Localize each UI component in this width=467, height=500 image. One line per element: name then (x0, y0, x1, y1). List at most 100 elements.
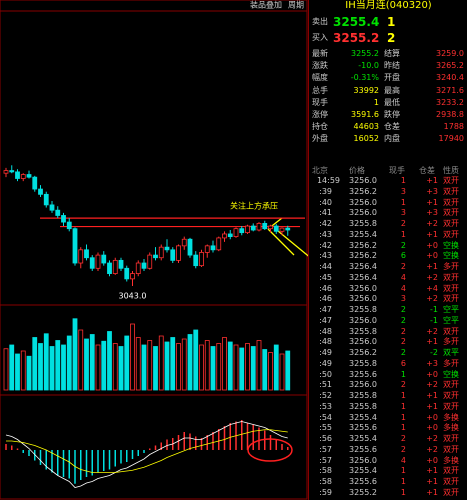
tick-time: :57 (319, 444, 332, 454)
tab[interactable]: 装品叠加 (250, 0, 282, 10)
tick-price: 3256.4 (349, 272, 377, 282)
volume-bar (181, 338, 187, 391)
candle-body (3, 170, 9, 174)
tick-diff: +2 (426, 434, 438, 443)
tick-qty: 1 (400, 197, 406, 207)
volume-bar (233, 344, 239, 391)
volume-bar (32, 337, 38, 391)
tick-diff: +0 (426, 240, 438, 250)
tick-diff: +1 (426, 197, 438, 207)
tick-price: 3256.0 (349, 197, 377, 207)
candle-body (273, 225, 279, 232)
tick-nature: 双开 (443, 466, 459, 476)
tick-header: 现手 (389, 166, 405, 175)
tick-time: :46 (319, 294, 332, 304)
candle-body (210, 245, 216, 251)
tick-price: 3256.2 (349, 240, 377, 250)
tick-price: 3256.0 (349, 294, 377, 304)
tick-qty: 2 (400, 305, 406, 314)
tick-price: 3255.2 (349, 487, 377, 497)
volume-bar (3, 348, 9, 391)
tick-diff: -1 (430, 315, 438, 325)
qty: 1 (387, 15, 396, 29)
tick-time: :58 (319, 466, 332, 476)
stat-value: 3271.6 (436, 85, 464, 95)
tick-price: 3256.2 (349, 186, 377, 196)
tick-time: :44 (319, 262, 332, 271)
volume-bar (107, 331, 112, 391)
volume-bar (101, 340, 107, 391)
stat-value: 17940 (438, 134, 464, 144)
tick-time: :42 (319, 219, 332, 228)
tick-time: :50 (319, 369, 332, 379)
tick-nature: 双开 (443, 294, 459, 304)
candle-body (66, 221, 72, 230)
tick-nature: 双开 (443, 401, 459, 411)
tick-qty: 2 (400, 348, 406, 357)
candle-body (153, 254, 158, 259)
tab[interactable]: 周期 (288, 1, 304, 10)
tick-diff: -2 (430, 348, 438, 357)
tick-qty: 2 (400, 262, 406, 271)
tick-qty: 1 (400, 477, 406, 486)
tick-diff: +2 (426, 326, 438, 336)
tick-nature: 多开 (443, 337, 459, 347)
tick-price: 3256.0 (349, 380, 377, 390)
stat-label: 内盘 (384, 134, 400, 144)
tick-diff: +1 (426, 262, 438, 271)
candle-body (279, 227, 285, 232)
tick-price: 3255.6 (349, 477, 377, 486)
stat-label: 昨结 (384, 61, 400, 71)
label: 买入 (312, 33, 328, 42)
tick-nature: 空平 (443, 305, 459, 314)
tick-qty: 4 (400, 283, 406, 293)
stat-value: 3265.2 (436, 61, 464, 71)
arrows (267, 217, 308, 257)
candle-body (170, 249, 176, 261)
tick-diff: +1 (426, 466, 438, 476)
volume-bar (193, 329, 199, 391)
candle-body (49, 204, 55, 211)
tick-nature: 多开 (443, 262, 459, 271)
tick-diff: +3 (426, 358, 438, 368)
tick-nature: 双开 (443, 208, 459, 218)
tick-nature: 双开 (443, 326, 459, 336)
tick-nature: 双开 (443, 197, 459, 207)
tick-qty: 1 (400, 401, 406, 411)
tick-diff: +2 (426, 380, 438, 390)
tick-nature: 双开 (443, 434, 459, 443)
tick-time: :58 (319, 477, 332, 486)
volume-bar (112, 343, 118, 391)
tick-qty: 2 (400, 337, 406, 347)
volume-bar (227, 341, 233, 391)
volume-bar (273, 344, 279, 391)
tick-price: 3255.4 (349, 466, 377, 476)
annotation: 3043.0 (119, 292, 147, 301)
volume-bar (204, 340, 210, 391)
tick-price: 3255.8 (349, 358, 377, 368)
tick-time: :55 (319, 423, 332, 433)
tick-diff: +0 (426, 251, 438, 261)
tick-diff: +1 (426, 487, 438, 497)
volume-bar (176, 343, 181, 391)
candle-body (130, 273, 135, 280)
volume-bar (61, 344, 66, 391)
candle-body (262, 222, 268, 230)
volume-bar (72, 318, 78, 391)
volume-bar (262, 349, 268, 391)
volume-bar (9, 344, 15, 391)
candle-body (199, 252, 204, 267)
tick-nature: 双开 (443, 444, 459, 454)
candle-body (245, 225, 250, 234)
candle-body (256, 222, 262, 231)
tick-qty: 4 (400, 455, 406, 465)
chart-frame (0, 0, 308, 500)
candle-body (227, 233, 233, 238)
volume-bar (141, 344, 147, 391)
tick-qty: 1 (400, 229, 406, 239)
stat-value: 2938.8 (436, 110, 464, 119)
tick-price: 3256.0 (349, 283, 377, 293)
candle-body (181, 238, 187, 247)
tick-nature: 多换 (443, 455, 459, 465)
tick-diff: +1 (426, 391, 438, 400)
